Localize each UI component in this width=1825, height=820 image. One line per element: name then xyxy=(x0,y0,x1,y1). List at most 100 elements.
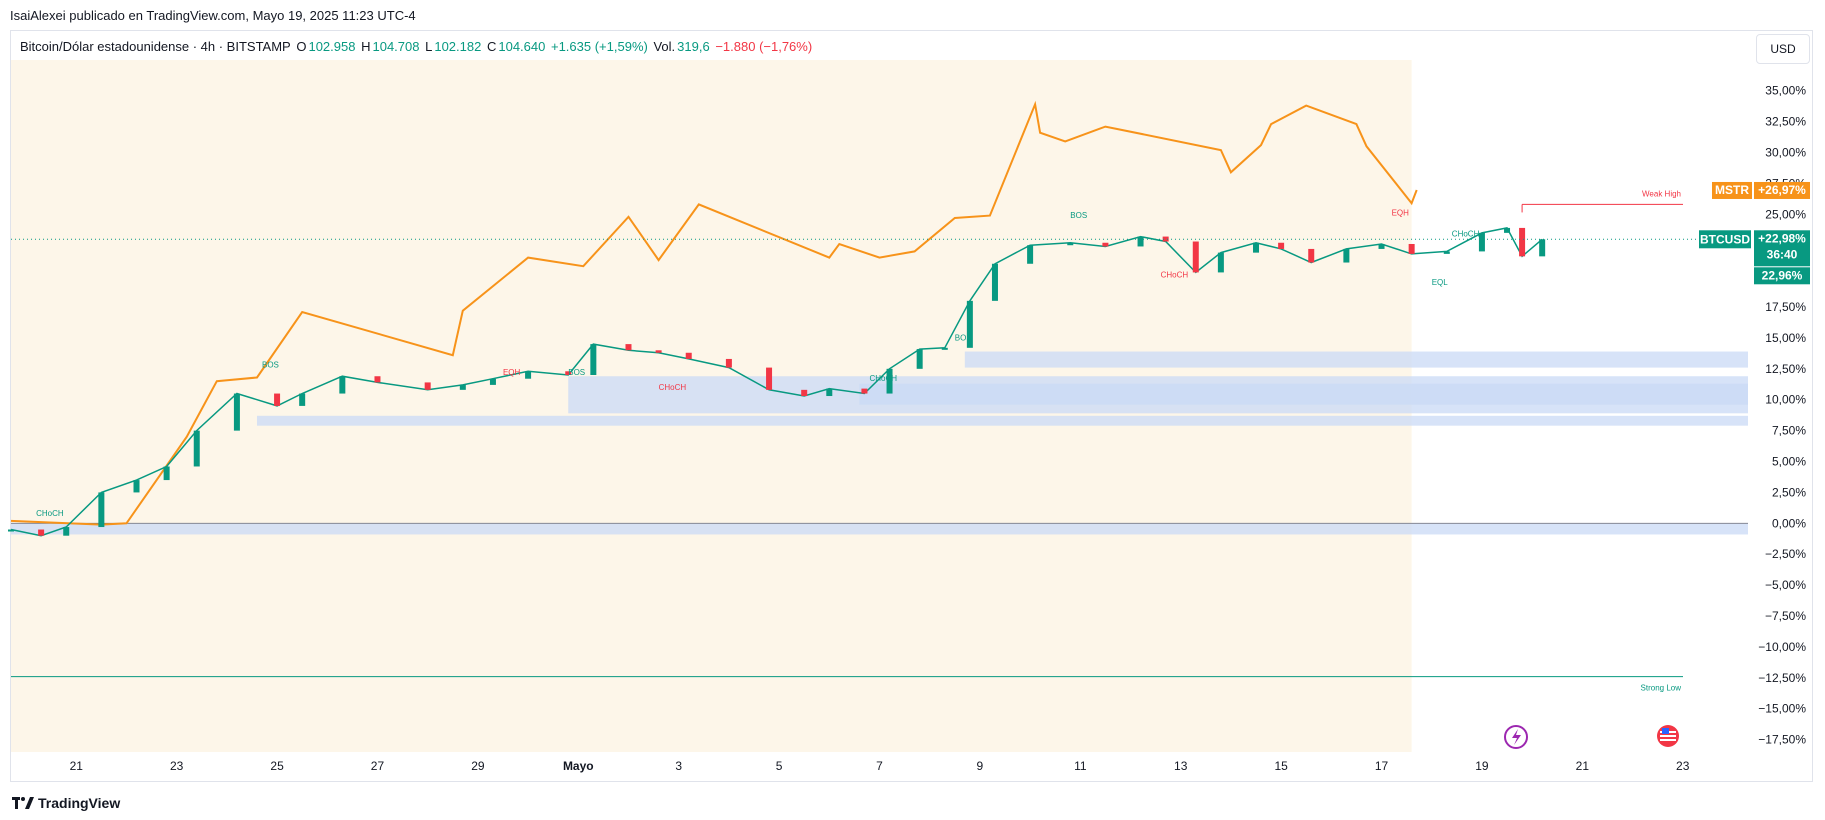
btcusd-candle xyxy=(685,352,692,359)
y-tick-label: 25,00% xyxy=(1765,207,1806,221)
btcusd-candle xyxy=(233,393,240,431)
btcusd-candle xyxy=(1253,242,1260,253)
btcusd-candle xyxy=(8,529,14,532)
btcusd-secondary-tag xyxy=(1754,267,1810,285)
btcusd-candle xyxy=(1539,239,1546,257)
liquidity-zone xyxy=(964,351,1748,368)
x-tick-label: 23 xyxy=(1676,759,1690,773)
btcusd-candle xyxy=(299,393,306,406)
btcusd-candle xyxy=(1137,236,1144,247)
y-tick-label: 32,50% xyxy=(1765,115,1806,129)
mstr-tag xyxy=(1712,181,1752,199)
y-tick-label: 5,00% xyxy=(1772,455,1806,469)
x-tick-label: 3 xyxy=(675,759,682,773)
level-label: Weak High xyxy=(1642,189,1681,198)
volume-label: Vol. xyxy=(653,39,676,54)
btcusd-candle xyxy=(133,480,140,493)
symbol-description[interactable]: Bitcoin/Dólar estadounidense · 4h · BITS… xyxy=(20,39,291,54)
chart-frame[interactable] xyxy=(10,30,1813,782)
btcusd-candle xyxy=(1067,242,1074,246)
btcusd-candle xyxy=(98,492,105,528)
tradingview-logo-icon xyxy=(12,797,34,809)
btcusd-candle xyxy=(525,371,532,379)
x-tick-label: 13 xyxy=(1174,759,1188,773)
btcusd-candle xyxy=(725,358,732,368)
y-tick-label: 7,50% xyxy=(1772,424,1806,438)
btcusd-candle xyxy=(625,344,632,351)
structure-label: CHoCH xyxy=(869,374,897,383)
btcusd-candle xyxy=(1162,236,1169,242)
zones-layer xyxy=(11,351,1749,535)
x-tick-label: 25 xyxy=(270,759,284,773)
mstr-line xyxy=(10,100,1418,526)
btcusd-candle xyxy=(1102,242,1109,247)
structure-label: BOS xyxy=(955,333,972,342)
btcusd-candle xyxy=(274,393,281,406)
structure-label: BOS xyxy=(568,368,585,377)
liquidity-zone xyxy=(859,383,1748,405)
btcusd-candle xyxy=(489,378,496,385)
mstr-value-tag xyxy=(1754,181,1810,199)
structure-label: EQH xyxy=(1392,209,1410,218)
btcusd-candle xyxy=(1027,245,1034,264)
btcusd-candle xyxy=(590,344,597,376)
structure-label: CHoCH xyxy=(1452,230,1480,239)
btcusd-candle xyxy=(826,388,833,397)
structure-label: BOS xyxy=(262,361,279,370)
x-tick-label: 19 xyxy=(1475,759,1489,773)
alert-icon[interactable] xyxy=(1504,725,1528,749)
btcusd-candle xyxy=(861,388,868,394)
volume-change: −1.880 (−1,76%) xyxy=(715,39,813,54)
y-tick-label: 30,00% xyxy=(1765,146,1806,160)
btcusd-candle xyxy=(1443,251,1450,254)
y-tick-label: −7,50% xyxy=(1765,609,1806,623)
x-tick-label: 23 xyxy=(170,759,184,773)
x-axis: 21 23 25 27 29 Mayo 3 5 7 9 11 13 15 17 19 21 23 xyxy=(70,759,1690,773)
y-tick-label: 15,00% xyxy=(1765,331,1806,345)
x-tick-label: Mayo xyxy=(563,759,594,773)
structure-label: CHoCH xyxy=(1161,270,1189,279)
btcusd-candle xyxy=(339,376,346,394)
y-tick-label: −17,50% xyxy=(1758,733,1806,747)
btcusd-candle xyxy=(1343,248,1350,263)
y-tick-label: 10,00% xyxy=(1765,393,1806,407)
ohlc-legend: Bitcoin/Dólar estadounidense · 4h · BITS… xyxy=(20,39,814,54)
open-value: 102.958 xyxy=(308,39,356,54)
btcusd-candle xyxy=(916,349,923,369)
close-value: 104.640 xyxy=(498,39,546,54)
structure-label: BOS xyxy=(1070,211,1087,220)
high-label: H xyxy=(361,39,371,54)
y-tick-label: −2,50% xyxy=(1765,547,1806,561)
btcusd-countdown: 36:40 xyxy=(1767,247,1798,261)
btcusd-candle xyxy=(991,263,998,301)
btcusd-tag-value: +22,98% xyxy=(1758,231,1806,245)
btcusd-candle xyxy=(163,466,170,481)
btcusd-candle xyxy=(374,376,381,383)
x-tick-label: 21 xyxy=(70,759,84,773)
us-flag-icon[interactable] xyxy=(1657,725,1679,747)
btcusd-secondary-value: 22,96% xyxy=(1762,268,1803,282)
x-tick-label: 29 xyxy=(471,759,485,773)
btcusd-candle xyxy=(1192,241,1199,273)
levels-layer: Weak High Strong Low xyxy=(11,189,1748,693)
volume-value: 319,6 xyxy=(677,39,710,54)
liquidity-zone xyxy=(256,415,1748,426)
price-tags-layer: MSTR +26,97% BTCUSD +22,98% 36:40 22,96% xyxy=(1699,181,1810,285)
tradingview-logo[interactable]: TradingView xyxy=(12,795,120,811)
y-tick-label: 2,50% xyxy=(1772,485,1806,499)
btcusd-candle xyxy=(63,527,70,536)
btcusd-candle xyxy=(459,384,466,390)
level-label: Strong Low xyxy=(1641,684,1682,693)
x-tick-label: 15 xyxy=(1274,759,1288,773)
mstr-tag-value: +26,97% xyxy=(1758,183,1806,197)
currency-button[interactable]: USD xyxy=(1756,34,1810,64)
publisher-header: IsaiAlexei publicado en TradingView.com,… xyxy=(10,8,416,23)
y-tick-label: −15,00% xyxy=(1758,702,1806,716)
btcusd-candle xyxy=(801,389,808,397)
structure-label: EQH xyxy=(503,368,521,377)
open-label: O xyxy=(296,39,307,54)
btcusd-candle xyxy=(1519,227,1526,257)
structure-labels-layer: CHoCH BOS EQH BOS CHoCH CHoCH BOS BOS CHoCH EQH CH… xyxy=(36,209,1479,518)
y-tick-label: −5,00% xyxy=(1765,578,1806,592)
